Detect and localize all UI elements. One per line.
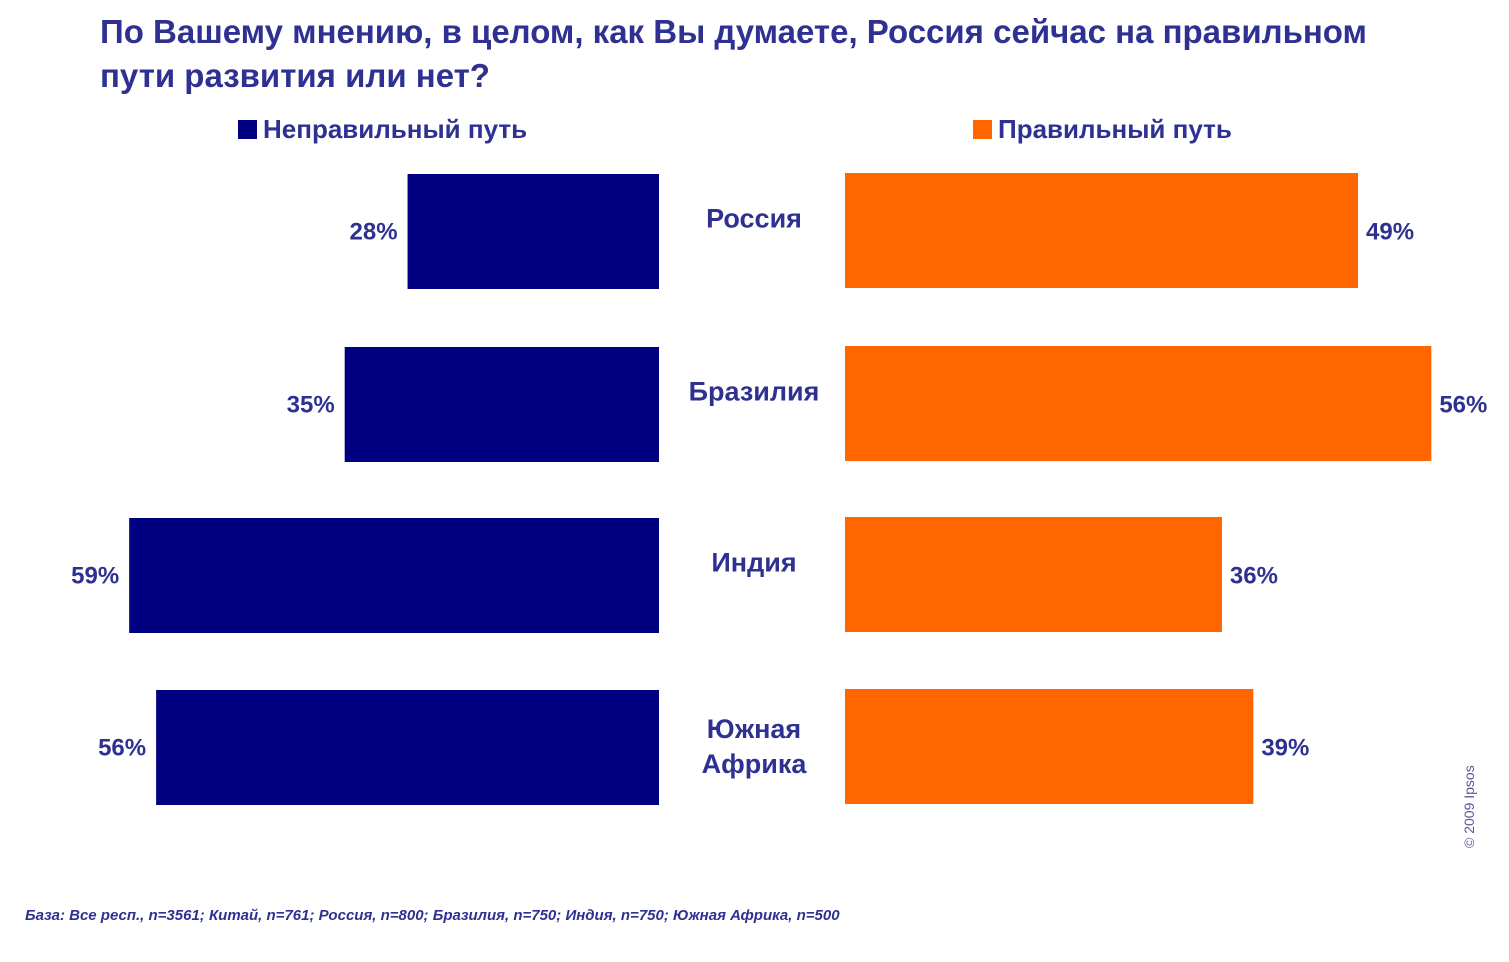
bar-wrong-0	[407, 174, 659, 289]
footnote: База: Все респ., n=3561; Китай, n=761; Р…	[25, 907, 840, 924]
bar-right-1	[845, 346, 1432, 461]
legend-swatch-right	[973, 120, 992, 139]
category-label-0: Россия	[706, 204, 802, 234]
bar-right-0	[845, 173, 1359, 288]
value-label-right-0: 49%	[1366, 219, 1414, 246]
category-label-3-line-1: Африка	[702, 749, 808, 779]
legend-label-wrong: Неправильный путь	[263, 114, 528, 144]
category-label-2: Индия	[711, 548, 796, 578]
legend-label-right: Правильный путь	[998, 114, 1232, 144]
value-label-wrong-2: 59%	[71, 563, 119, 590]
category-label-3-line-0: Южная	[707, 714, 801, 744]
chart-plot: 28% 49% Россия 35% 56% Бразилия 59% 36% Индия 56%…	[71, 173, 1487, 805]
bar-wrong-2	[129, 518, 659, 633]
legend-swatch-wrong	[238, 120, 257, 139]
bar-right-2	[845, 517, 1222, 632]
value-label-wrong-3: 56%	[98, 735, 146, 762]
legend-item-right: Правильный путь	[973, 114, 1232, 145]
category-label-1: Бразилия	[689, 377, 820, 407]
value-label-right-2: 36%	[1230, 563, 1278, 590]
value-label-wrong-0: 28%	[350, 219, 398, 246]
legend-item-wrong: Неправильный путь	[238, 114, 527, 145]
bar-right-3	[845, 689, 1254, 804]
value-label-right-3: 39%	[1261, 735, 1309, 762]
value-label-wrong-1: 35%	[287, 392, 335, 419]
bar-wrong-1	[344, 347, 659, 462]
copyright: © 2009 Ipsos	[1461, 765, 1477, 848]
bar-wrong-3	[156, 690, 659, 805]
chart-title: По Вашему мнению, в целом, как Вы думает…	[100, 13, 1367, 94]
value-label-right-1: 56%	[1439, 392, 1487, 419]
